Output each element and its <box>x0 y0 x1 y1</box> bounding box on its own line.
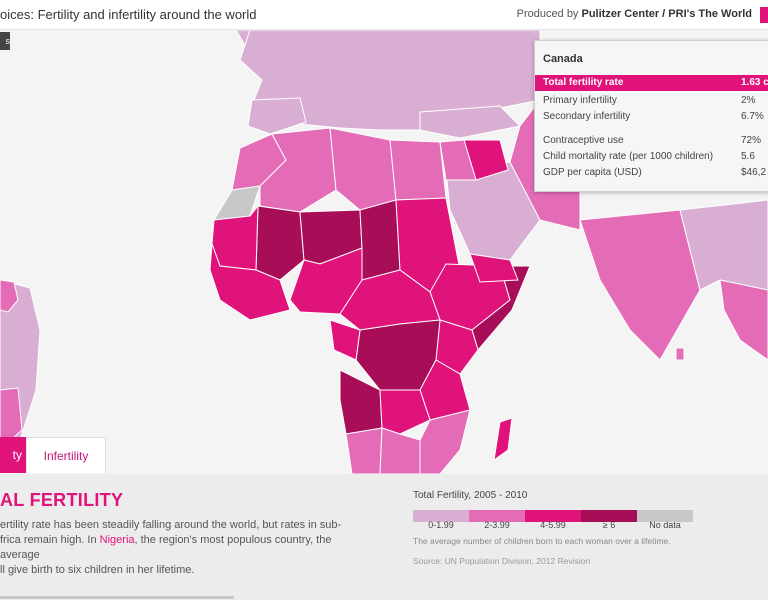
tooltip-value: 2% <box>741 95 756 106</box>
tooltip-value: 5.6 <box>741 151 755 162</box>
legend-label: No data <box>649 520 681 530</box>
credit-prefix: Produced by <box>516 8 579 20</box>
libya[interactable] <box>329 127 397 211</box>
tooltip-label: Child mortality rate (per 1000 children) <box>543 151 714 162</box>
namibia[interactable] <box>345 427 383 474</box>
legend-swatch-6-plus <box>581 510 637 522</box>
tooltip-row-contraceptive-use: Contraceptive use 72% <box>543 133 768 149</box>
description-text: , the region's most populous country, th… <box>0 534 332 561</box>
legend-source: Source: UN Population Division, 2012 Rev… <box>413 556 591 566</box>
section-description: ertility rate has been steadily falling … <box>0 518 360 578</box>
nigeria-link[interactable]: Nigeria <box>99 534 135 546</box>
tooltip-row-total-fertility: Total fertility rate 1.63 c <box>535 75 768 91</box>
legend-swatch-2-3.99 <box>469 510 525 522</box>
map-legend: Total Fertility, 2005 - 2010 0-1.99 2-3.… <box>413 490 693 566</box>
description-line-3: ll give birth to six children in her lif… <box>0 564 195 576</box>
horizontal-scrollbar[interactable] <box>0 596 234 599</box>
botswana-zimbabwe[interactable] <box>379 427 421 474</box>
paraguay-region[interactable] <box>0 387 23 451</box>
tooltip-label: Primary infertility <box>543 95 617 106</box>
tooltip-value: 6.7% <box>741 111 764 122</box>
peru-region[interactable] <box>0 279 19 313</box>
sri-lanka[interactable] <box>675 347 685 361</box>
description-line-2: frica remain high. In Nigeria, the regio… <box>0 533 360 563</box>
tooltip-row-primary-infertility: Primary infertility 2% <box>543 93 768 109</box>
egypt[interactable] <box>389 139 447 201</box>
section-heading: AL FERTILITY <box>0 490 124 510</box>
syria-jordan[interactable] <box>439 139 477 181</box>
description-line-1: ertility rate has been steadily falling … <box>0 519 342 531</box>
legend-swatch-no-data <box>637 510 693 522</box>
app-header: oices: Fertility and infertility around … <box>0 0 768 30</box>
legend-swatch-0-1.99 <box>413 510 469 522</box>
credit-line: Produced by Pulitzer Center / PRI's The … <box>517 8 752 20</box>
west-africa-coast[interactable] <box>209 243 291 321</box>
tooltip-value: 72% <box>741 135 762 146</box>
legend-label: 4-5.99 <box>540 520 566 530</box>
legend-title: Total Fertility, 2005 - 2010 <box>413 490 528 501</box>
mali[interactable] <box>255 205 305 281</box>
yemen[interactable] <box>469 253 519 283</box>
tooltip-label: Contraceptive use <box>543 135 624 146</box>
tooltip-label: GDP per capita (USD) <box>543 167 642 178</box>
chad[interactable] <box>359 199 401 281</box>
india[interactable] <box>579 209 701 361</box>
madagascar[interactable] <box>493 417 513 462</box>
legend-label: 2-3.99 <box>484 520 510 530</box>
tooltip-value: $46,2 <box>741 167 767 178</box>
tooltip-label: Total fertility rate <box>543 77 624 88</box>
tab-infertility[interactable]: Infertility <box>26 437 106 473</box>
spain[interactable] <box>247 97 307 135</box>
tooltip-label: Secondary infertility <box>543 111 631 122</box>
legend-swatch-4-5.99 <box>525 510 581 522</box>
info-panel: AL FERTILITY ertility rate has been stea… <box>0 474 768 600</box>
legend-note: The average number of children born to e… <box>413 536 671 546</box>
overlay-button[interactable]: s <box>0 32 10 50</box>
europe[interactable] <box>239 30 541 131</box>
zambia[interactable] <box>379 389 431 435</box>
gabon-congo[interactable] <box>329 319 361 361</box>
tooltip-row-gdp: GDP per capita (USD) $46,2 <box>543 165 768 181</box>
share-button-edge[interactable] <box>760 7 768 23</box>
tooltip-row-secondary-infertility: Secondary infertility 6.7% <box>543 109 768 125</box>
tab-fertility[interactable]: ty <box>0 437 26 473</box>
tooltip-country: Canada <box>543 53 583 65</box>
tooltip-row-child-mortality: Child mortality rate (per 1000 children)… <box>543 149 768 165</box>
country-tooltip: Canada Total fertility rate 1.63 c Prima… <box>534 40 768 192</box>
tooltip-value: 1.63 c <box>741 77 768 88</box>
page-title: oices: Fertility and infertility around … <box>0 7 257 22</box>
description-text: frica remain high. In <box>0 534 100 546</box>
southeast-asia[interactable] <box>719 279 768 361</box>
legend-label: ≥ 6 <box>602 520 616 530</box>
legend-label: 0-1.99 <box>428 520 454 530</box>
credit-org[interactable]: Pulitzer Center / PRI's The World <box>581 8 753 20</box>
turkey[interactable] <box>419 105 522 139</box>
